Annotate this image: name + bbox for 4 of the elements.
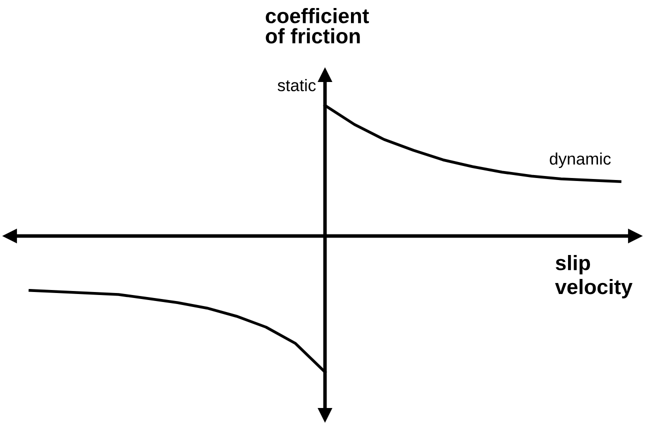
- annotation: dynamic: [550, 152, 611, 168]
- x-axis-title: slip velocity: [555, 255, 632, 298]
- text: static: [278, 79, 316, 92]
- y-axis-title: coefficient of friction: [266, 8, 369, 44]
